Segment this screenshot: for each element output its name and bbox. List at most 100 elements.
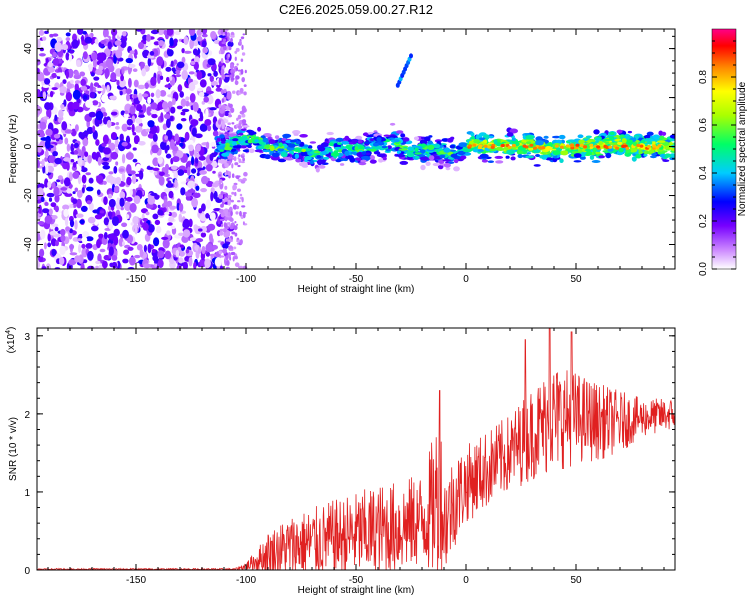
signal-cell (487, 160, 494, 163)
noise-cell (225, 255, 229, 261)
noise-cell (136, 53, 143, 58)
noise-cell (163, 29, 167, 36)
noise-cell (142, 222, 149, 231)
noise-cell (206, 94, 214, 105)
noise-cell (198, 91, 205, 98)
noise-cell (132, 132, 137, 136)
noise-cell (104, 67, 110, 78)
noise-cell (121, 123, 128, 132)
signal-cell (341, 140, 350, 145)
noise-cell (174, 133, 180, 142)
noise-cell (132, 147, 137, 151)
noise-cell (219, 218, 225, 221)
noise-cell (220, 203, 224, 208)
noise-cell (154, 219, 161, 226)
noise-cell (65, 92, 73, 102)
signal-cell (458, 142, 468, 148)
noise-cell (228, 222, 231, 227)
noise-cell (175, 69, 181, 75)
x-tick-label: -100 (236, 575, 256, 586)
noise-cell (65, 32, 71, 37)
noise-cell (120, 206, 124, 211)
noise-cell (91, 225, 99, 232)
peak-cell (574, 146, 579, 150)
noise-cell (85, 236, 94, 242)
signal-cell (496, 148, 505, 152)
noise-cell (145, 128, 151, 132)
noise-cell (207, 73, 212, 77)
noise-cell (172, 156, 180, 163)
noise-cell (230, 34, 235, 38)
noise-cell (106, 174, 114, 183)
noise-cell (170, 225, 176, 230)
noise-cell (153, 171, 158, 176)
signal-cell (295, 140, 301, 145)
noise-cell (235, 67, 239, 71)
colorbar-tick-label: 0.2 (698, 214, 709, 228)
signal-cell (236, 136, 245, 140)
noise-cell (47, 66, 55, 73)
signal-cell (382, 157, 387, 161)
signal-cell (315, 167, 320, 173)
peak-cell (559, 145, 564, 149)
noise-cell (237, 157, 240, 160)
noise-cell (62, 204, 70, 210)
signal-cell (338, 149, 343, 153)
noise-cell (236, 117, 239, 122)
noise-cell (63, 177, 71, 187)
noise-cell (37, 199, 42, 204)
signal-cell (231, 148, 237, 152)
noise-cell (97, 156, 102, 166)
noise-cell (218, 50, 222, 55)
snr-ticks: -150 -100 -50 0 50 0 1 2 3 (24, 328, 675, 586)
noise-cell (93, 82, 100, 87)
signal-cell (533, 149, 541, 154)
noise-cell (150, 109, 158, 115)
noise-cell (60, 234, 66, 242)
signal-cell (216, 137, 221, 142)
noise-cell (164, 135, 169, 141)
noise-cell (137, 141, 146, 146)
x-tick-label: -50 (349, 575, 364, 586)
noise-cell (69, 204, 74, 208)
noise-cell (222, 228, 227, 233)
peak-cell (538, 146, 543, 150)
noise-cell (71, 39, 79, 49)
noise-cell (103, 254, 110, 261)
signal-cell (271, 152, 280, 158)
signal-cell (406, 151, 411, 155)
noise-cell (44, 150, 49, 159)
noise-cell (68, 259, 77, 266)
signal-cell (300, 151, 308, 157)
peak-cell (541, 146, 546, 150)
noise-cell (108, 246, 114, 256)
signal-cell (369, 138, 375, 142)
noise-cell (185, 100, 190, 107)
noise-cell (76, 190, 83, 198)
noise-cell (234, 262, 240, 268)
peak-cell (621, 144, 626, 148)
noise-cell (88, 111, 97, 118)
noise-cell (202, 47, 208, 54)
noise-cell (119, 197, 125, 207)
noise-cell (239, 265, 243, 269)
noise-cell (150, 29, 159, 35)
noise-cell (186, 166, 191, 176)
noise-cell (95, 110, 104, 121)
signal-cell (225, 142, 231, 147)
noise-cell (164, 113, 171, 120)
noise-cell (230, 199, 234, 203)
colorbar-ticks: 0.0 0.2 0.4 0.6 0.8 (698, 40, 736, 276)
signal-cell (284, 157, 294, 161)
peak-cell (478, 144, 483, 149)
signal-cell (381, 145, 388, 149)
noise-cell (169, 37, 174, 47)
noise-cell (81, 187, 85, 194)
noise-cell (108, 198, 116, 208)
signal-cell (432, 162, 441, 167)
signal-cell (387, 145, 392, 150)
signal-cell (510, 156, 516, 161)
noise-cell (72, 89, 81, 100)
noise-cell (110, 111, 118, 116)
noise-cell (191, 156, 195, 166)
